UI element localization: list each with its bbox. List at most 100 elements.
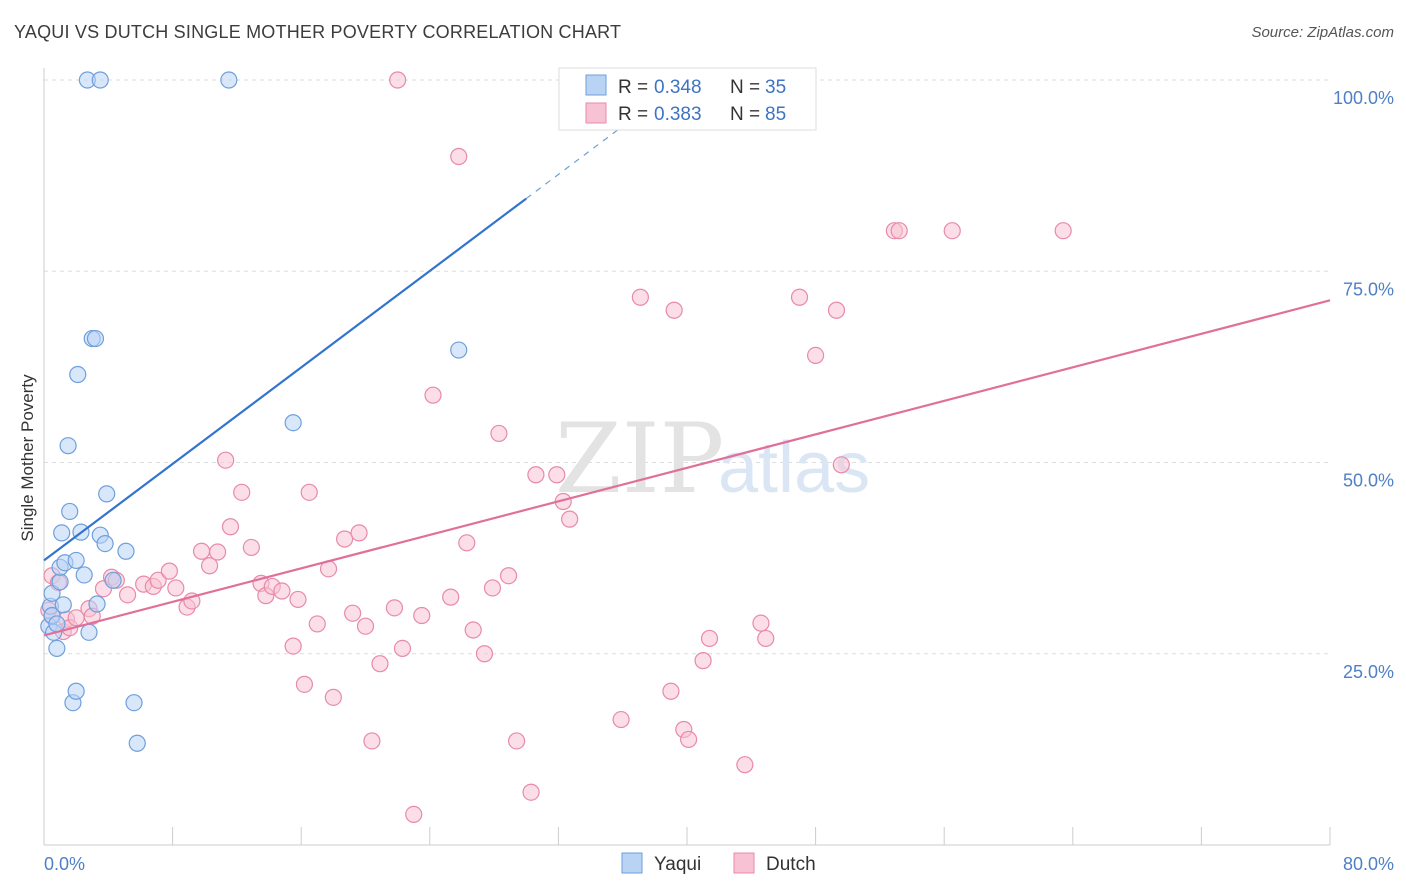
y-tick-label-100: 100.0%	[1333, 88, 1394, 108]
dutch-point-78	[790, 288, 809, 306]
dutch-point-34	[295, 675, 314, 693]
legend-n-value-dutch: 85	[765, 104, 786, 125]
dutch-point-57	[499, 567, 518, 585]
yaqui-point-12	[59, 437, 77, 455]
dutch-point-18	[167, 579, 185, 597]
dutch-point-41	[350, 524, 368, 542]
yaqui-point-13	[61, 502, 79, 521]
dutch-point-58	[508, 732, 526, 750]
dutch-point-56	[490, 424, 508, 443]
dutch-point-74	[700, 629, 719, 648]
dutch-point-67	[612, 710, 630, 729]
stats-legend: R = 0.348 N = 35 R = 0.383 N = 85	[558, 67, 817, 131]
yaqui-trend-extension	[525, 125, 624, 200]
dutch-point-40	[344, 604, 362, 622]
y-axis-title: Single Mother Poverty	[18, 374, 37, 542]
yaqui-point-25	[96, 534, 114, 553]
yaqui-point-34	[284, 414, 302, 432]
yaqui-point-16	[67, 551, 85, 570]
dutch-point-43	[363, 732, 381, 750]
source-label: Source: ZipAtlas.com	[1251, 24, 1394, 41]
y-tick-labels: 25.0% 50.0% 75.0% 100.0%	[1333, 88, 1394, 682]
gridlines	[44, 79, 1330, 655]
y-tick-label-75: 75.0%	[1343, 279, 1394, 299]
dutch-point-85	[1054, 222, 1072, 240]
dutch-point-72	[680, 730, 698, 749]
bottom-legend-swatch-dutch	[733, 852, 755, 874]
dutch-point-32	[284, 637, 302, 655]
dutch-point-33	[289, 590, 307, 609]
trend-lines	[43, 125, 1331, 637]
yaqui-point-23	[88, 595, 106, 613]
dutch-point-17	[160, 562, 178, 580]
dutch-point-36	[308, 615, 326, 633]
dutch-point-25	[221, 518, 240, 536]
dutch-point-55	[483, 579, 502, 597]
dutch-point-27	[242, 538, 260, 557]
legend-r-label-dutch: R =	[618, 104, 648, 125]
dutch-point-24	[217, 451, 235, 469]
x-tick-label-max: 80.0%	[1343, 854, 1394, 874]
dutch-point-63	[561, 510, 579, 528]
dutch-point-79	[806, 346, 825, 364]
dutch-point-70	[665, 301, 683, 319]
dutch-point-61	[548, 466, 566, 484]
dutch-point-59	[522, 783, 540, 801]
x-tick-label-min: 0.0%	[44, 854, 85, 874]
legend-r-label-yaqui: R =	[618, 77, 648, 98]
yaqui-point-26	[98, 485, 116, 503]
legend-n-label-dutch: N =	[730, 104, 760, 125]
dutch-point-80	[827, 301, 846, 319]
dutch-point-38	[324, 688, 342, 706]
legend-n-value-yaqui: 35	[765, 77, 786, 98]
dutch-point-51	[450, 147, 468, 166]
dutch-point-42	[356, 617, 375, 635]
legend-swatch-yaqui	[585, 74, 607, 96]
legend-r-value-yaqui: 0.348	[654, 77, 702, 98]
dutch-point-47	[405, 805, 423, 824]
dutch-point-23	[209, 543, 227, 561]
legend-r-value-dutch: 0.383	[654, 104, 702, 125]
dutch-point-39	[336, 530, 354, 548]
dutch-point-84	[943, 222, 961, 240]
dutch-point-44	[371, 655, 389, 673]
dutch-point-46	[393, 639, 412, 657]
chart-title: YAQUI VS DUTCH SINGLE MOTHER POVERTY COR…	[14, 22, 622, 42]
dutch-point-48	[413, 606, 431, 625]
series-yaqui-points	[40, 71, 468, 752]
dutch-point-60	[527, 466, 545, 484]
y-tick-label-50: 50.0%	[1343, 471, 1394, 491]
dutch-point-35	[300, 483, 318, 501]
dutch-point-21	[192, 542, 211, 560]
yaqui-point-30	[128, 734, 146, 752]
dutch-point-16	[149, 571, 167, 589]
yaqui-point-27	[104, 571, 122, 589]
dutch-point-68	[631, 288, 649, 306]
dutch-point-50	[442, 588, 460, 606]
watermark: ZIP atlas	[555, 403, 870, 515]
dutch-point-54	[475, 645, 494, 663]
yaqui-point-17	[69, 365, 87, 384]
dutch-point-75	[736, 756, 754, 774]
series-legend: Yaqui Dutch	[621, 852, 816, 875]
bottom-legend-swatch-yaqui	[621, 852, 643, 874]
legend-n-label-yaqui: N =	[730, 77, 760, 98]
bottom-legend-label-dutch: Dutch	[766, 854, 816, 875]
dutch-point-77	[757, 629, 775, 648]
yaqui-point-7	[51, 573, 69, 591]
dutch-point-22	[200, 557, 219, 575]
yaqui-point-35	[450, 341, 468, 359]
dutch-point-76	[752, 614, 770, 632]
yaqui-trend-line	[43, 197, 527, 562]
yaqui-point-9	[53, 524, 71, 542]
yaqui-point-29	[125, 694, 143, 712]
dutch-point-13	[118, 586, 137, 604]
yaqui-point-15	[67, 682, 85, 700]
yaqui-point-22	[86, 329, 105, 348]
yaqui-point-10	[54, 596, 72, 614]
y-tick-label-25: 25.0%	[1343, 662, 1394, 682]
dutch-point-83	[890, 222, 908, 240]
dutch-point-45	[385, 599, 404, 617]
dutch-point-31	[273, 582, 291, 600]
